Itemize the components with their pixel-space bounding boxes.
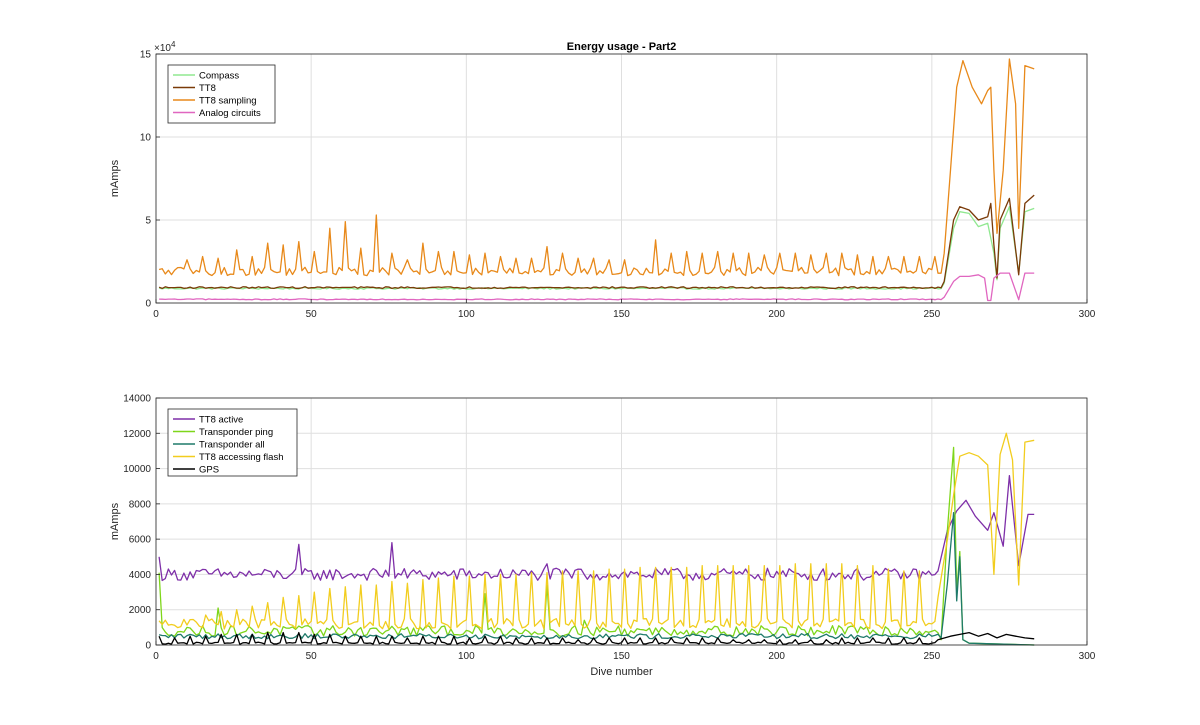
y-axis-label: mAmps [109, 502, 121, 540]
x-axis-label: Dive number [590, 666, 653, 678]
y-exponent-base: ×10 [154, 43, 171, 54]
series-line-tt8-active [158, 474, 1035, 582]
series-line-analog-circuits [159, 272, 1035, 302]
legend-label: TT8 [199, 83, 216, 94]
x-tick-label: 100 [458, 651, 475, 662]
legend-item: TT8 active [173, 414, 243, 425]
y-tick-label: 14000 [123, 394, 151, 405]
y-tick-labels: 0 5 10 15 [140, 50, 160, 310]
legend-item: Transponder ping [173, 427, 273, 438]
y-tick-label: 10000 [123, 464, 151, 475]
x-tick-label: 250 [923, 309, 940, 320]
x-tick-label: 300 [1079, 309, 1096, 320]
y-tick-label: 2000 [129, 605, 152, 616]
legend-label: TT8 active [199, 414, 243, 425]
x-tick-label: 300 [1079, 651, 1096, 662]
energy-usage-bottom-axes: 0 50 100 150 200 250 300 0 2000 4000 6000 8000 1000… [109, 394, 1096, 679]
series-group [158, 432, 1035, 646]
y-exponent-label: ×104 [154, 40, 176, 54]
y-exponent-power: 4 [171, 40, 176, 49]
x-tick-label: 100 [458, 309, 475, 320]
legend-item: Transponder all [173, 439, 265, 450]
legend-box [167, 408, 298, 477]
legend-item: TT8 sampling [173, 95, 257, 106]
x-tick-label: 150 [613, 309, 630, 320]
x-tick-label: 0 [153, 309, 159, 320]
series-line-tt8-accessing-flash [158, 432, 1035, 630]
legend-label: TT8 sampling [199, 95, 257, 106]
x-tick-labels: 0 50 100 150 200 250 300 [153, 299, 1096, 320]
series-line-tt8 [158, 194, 1035, 290]
legend-label: Analog circuits [199, 108, 261, 119]
y-axis-label: mAmps [109, 159, 121, 197]
y-tick-label: 15 [140, 50, 152, 61]
legend-item: Compass [173, 70, 239, 81]
y-tick-label: 12000 [123, 429, 151, 440]
y-tick-label: 5 [145, 216, 151, 227]
series-line-gps [158, 631, 1035, 645]
legend-box [167, 64, 276, 124]
legend-item: GPS [173, 464, 219, 475]
x-tick-label: 50 [306, 309, 318, 320]
legend-item: Analog circuits [173, 108, 261, 119]
y-tick-label: 0 [145, 299, 151, 310]
x-tick-label: 250 [923, 651, 940, 662]
y-tick-label: 6000 [129, 535, 152, 546]
legend-item: TT8 [173, 83, 216, 94]
legend-item: TT8 accessing flash [173, 452, 283, 463]
y-tick-label: 0 [145, 641, 151, 652]
y-tick-label: 8000 [129, 499, 152, 510]
x-tick-labels: 0 50 100 150 200 250 300 [153, 641, 1096, 662]
y-tick-labels: 0 2000 4000 6000 8000 10000 12000 14000 [123, 394, 160, 652]
x-tick-label: 50 [306, 651, 318, 662]
series-line-tt8-sampling [158, 58, 1035, 277]
legend-label: GPS [199, 464, 219, 475]
x-tick-label: 200 [768, 651, 785, 662]
legend-label: Compass [199, 70, 239, 81]
y-tick-label: 10 [140, 133, 152, 144]
series-group [158, 58, 1035, 302]
chart-title: Energy usage - Part2 [567, 41, 676, 53]
legend-label: TT8 accessing flash [199, 452, 283, 463]
y-tick-label: 4000 [129, 570, 152, 581]
x-tick-label: 200 [768, 309, 785, 320]
x-tick-label: 0 [153, 651, 159, 662]
x-tick-label: 150 [613, 651, 630, 662]
legend-label: Transponder ping [199, 427, 273, 438]
series-line-transponder-all [158, 512, 1035, 646]
legend-label: Transponder all [199, 439, 265, 450]
energy-usage-top-axes: 0 50 100 150 200 250 300 0 5 10 15 Energy usage -… [109, 40, 1096, 320]
